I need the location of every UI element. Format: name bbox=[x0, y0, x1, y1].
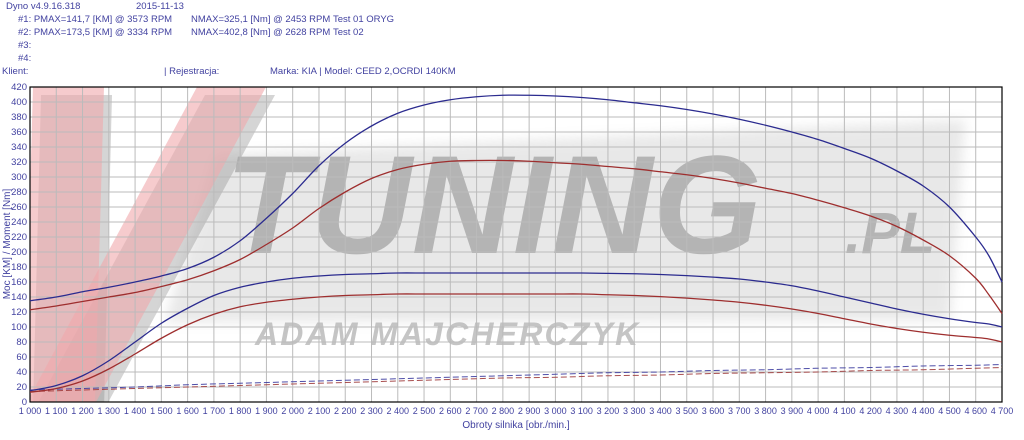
svg-text:400: 400 bbox=[11, 97, 27, 108]
svg-text:340: 340 bbox=[11, 142, 27, 153]
svg-text:4 200: 4 200 bbox=[859, 406, 882, 416]
svg-text:4 400: 4 400 bbox=[912, 406, 935, 416]
svg-text:3 600: 3 600 bbox=[702, 406, 725, 416]
svg-text:1 300: 1 300 bbox=[98, 406, 121, 416]
svg-text:120: 120 bbox=[11, 307, 27, 318]
svg-text:300: 300 bbox=[11, 172, 27, 183]
svg-text:2 900: 2 900 bbox=[518, 406, 541, 416]
svg-text:2 000: 2 000 bbox=[281, 406, 304, 416]
svg-text:3 700: 3 700 bbox=[728, 406, 751, 416]
svg-text:2 800: 2 800 bbox=[492, 406, 515, 416]
svg-text:3 500: 3 500 bbox=[675, 406, 698, 416]
svg-text:.PL: .PL bbox=[845, 201, 935, 266]
svg-text:2 700: 2 700 bbox=[465, 406, 488, 416]
svg-text:1 000: 1 000 bbox=[19, 406, 42, 416]
svg-text:2 300: 2 300 bbox=[360, 406, 383, 416]
svg-text:1 800: 1 800 bbox=[229, 406, 252, 416]
svg-text:240: 240 bbox=[11, 217, 27, 228]
svg-text:2 400: 2 400 bbox=[387, 406, 410, 416]
svg-text:380: 380 bbox=[11, 112, 27, 123]
svg-text:80: 80 bbox=[16, 337, 27, 348]
svg-text:2 500: 2 500 bbox=[413, 406, 436, 416]
svg-text:4 700: 4 700 bbox=[991, 406, 1014, 416]
svg-text:4 100: 4 100 bbox=[833, 406, 856, 416]
svg-text:1 600: 1 600 bbox=[176, 406, 199, 416]
svg-text:Moc [KM] / Moment [Nm]: Moc [KM] / Moment [Nm] bbox=[2, 188, 13, 299]
svg-text:4 600: 4 600 bbox=[964, 406, 987, 416]
svg-text:3 200: 3 200 bbox=[597, 406, 620, 416]
svg-text:200: 200 bbox=[11, 247, 27, 258]
svg-text:1 700: 1 700 bbox=[203, 406, 226, 416]
svg-text:3 400: 3 400 bbox=[649, 406, 672, 416]
svg-text:Obroty silnika [obr./min.]: Obroty silnika [obr./min.] bbox=[462, 420, 569, 431]
svg-text:180: 180 bbox=[11, 262, 27, 273]
svg-text:3 800: 3 800 bbox=[754, 406, 777, 416]
svg-text:2 600: 2 600 bbox=[439, 406, 462, 416]
svg-text:140: 140 bbox=[11, 292, 27, 303]
svg-text:3 900: 3 900 bbox=[781, 406, 804, 416]
svg-text:40: 40 bbox=[16, 367, 27, 378]
svg-text:1 200: 1 200 bbox=[71, 406, 94, 416]
svg-text:420: 420 bbox=[11, 82, 27, 93]
svg-text:1 400: 1 400 bbox=[124, 406, 147, 416]
svg-text:20: 20 bbox=[16, 382, 27, 393]
svg-text:280: 280 bbox=[11, 187, 27, 198]
svg-text:260: 260 bbox=[11, 202, 27, 213]
svg-text:4 300: 4 300 bbox=[886, 406, 909, 416]
svg-text:3 100: 3 100 bbox=[570, 406, 593, 416]
svg-text:4 000: 4 000 bbox=[807, 406, 830, 416]
svg-text:320: 320 bbox=[11, 157, 27, 168]
svg-text:1 500: 1 500 bbox=[150, 406, 173, 416]
svg-text:TUNING: TUNING bbox=[225, 126, 762, 283]
svg-text:360: 360 bbox=[11, 127, 27, 138]
svg-text:2 100: 2 100 bbox=[308, 406, 331, 416]
svg-text:160: 160 bbox=[11, 277, 27, 288]
svg-text:220: 220 bbox=[11, 232, 27, 243]
svg-text:ADAM MAJCHERCZYK: ADAM MAJCHERCZYK bbox=[254, 316, 641, 352]
svg-text:4 500: 4 500 bbox=[938, 406, 961, 416]
svg-text:1 100: 1 100 bbox=[45, 406, 68, 416]
svg-text:60: 60 bbox=[16, 352, 27, 363]
svg-text:3 300: 3 300 bbox=[623, 406, 646, 416]
svg-text:3 000: 3 000 bbox=[544, 406, 567, 416]
svg-text:2 200: 2 200 bbox=[334, 406, 357, 416]
svg-text:100: 100 bbox=[11, 322, 27, 333]
svg-text:1 900: 1 900 bbox=[255, 406, 278, 416]
